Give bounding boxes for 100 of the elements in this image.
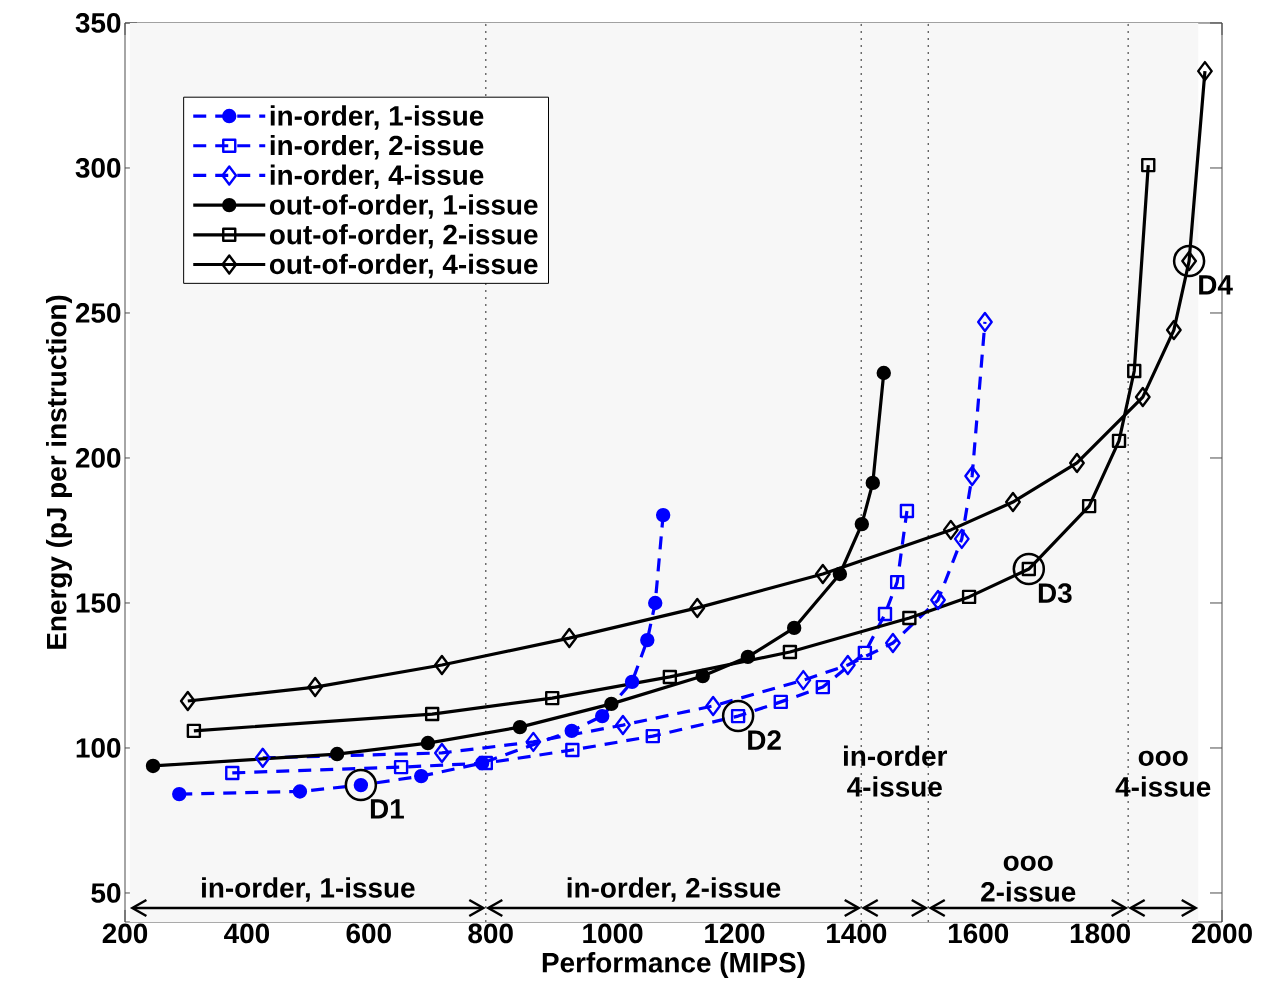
x-tick-label: 1200 — [705, 923, 765, 944]
x-tick-label: 400 — [224, 923, 270, 944]
point — [545, 690, 560, 706]
point — [740, 649, 756, 665]
point — [564, 723, 579, 739]
band-label: ooo 4-issue — [1115, 750, 1211, 797]
point — [655, 507, 671, 523]
y-tick-label: 350 — [75, 13, 121, 33]
y-tick-label: 300 — [75, 158, 121, 178]
point — [329, 746, 345, 762]
point — [662, 669, 678, 685]
point — [889, 574, 905, 590]
point — [964, 465, 981, 487]
annotation: D1 — [370, 799, 404, 819]
point — [942, 519, 959, 541]
point — [839, 654, 856, 676]
point — [561, 627, 578, 649]
point — [145, 758, 161, 774]
legend-label: in-order, 2-issue — [270, 134, 484, 160]
x-tick-label: 200 — [102, 923, 148, 944]
y-axis-title: Energy (pJ per instruction) — [45, 295, 73, 649]
band-label: in-order, 1-issue — [202, 877, 415, 902]
point — [815, 679, 831, 695]
point — [614, 714, 631, 736]
point — [689, 597, 706, 619]
point — [565, 742, 580, 758]
point — [186, 723, 202, 739]
point — [433, 742, 450, 764]
x-tick-label: 2000 — [1191, 923, 1252, 944]
point — [876, 365, 891, 381]
point — [1165, 319, 1182, 341]
point — [930, 589, 946, 611]
point — [292, 784, 308, 799]
band-label: in-order 4-issue — [844, 745, 948, 797]
point — [1005, 491, 1021, 513]
point — [414, 768, 429, 784]
x-tick-label: 800 — [468, 923, 513, 944]
x-tick-label: 1000 — [583, 923, 643, 944]
point — [953, 528, 970, 550]
x-tick-label: 1800 — [1070, 923, 1130, 944]
point — [525, 731, 542, 753]
point — [604, 696, 619, 712]
point — [795, 669, 812, 691]
legend-label: in-order, 1-issue — [270, 105, 484, 130]
band-label: in-order, 2-issue — [567, 877, 781, 902]
point — [393, 759, 409, 775]
y-tick-label: 250 — [75, 303, 121, 323]
annotation: D2 — [748, 730, 781, 750]
point — [1127, 363, 1142, 379]
point — [814, 563, 831, 585]
point — [832, 566, 848, 582]
legend-label: out-of-order, 2-issue — [269, 223, 538, 249]
legend-label: out-of-order, 4-issue — [269, 253, 538, 279]
point — [595, 708, 610, 724]
annotation: D4 — [1199, 275, 1233, 295]
point — [512, 719, 528, 735]
point — [865, 475, 880, 491]
point — [172, 786, 187, 802]
point — [854, 516, 870, 532]
y-tick-label: 200 — [75, 448, 121, 468]
x-tick-label: 1600 — [948, 923, 1009, 944]
legend-label: in-order, 4-issue — [270, 164, 484, 190]
point — [307, 676, 324, 698]
point — [420, 735, 436, 751]
legend-label: out-of-order, 1-issue — [269, 194, 538, 219]
point — [976, 311, 993, 333]
y-tick-label: 50 — [91, 883, 121, 903]
point — [782, 644, 798, 660]
point — [640, 632, 655, 648]
point — [424, 706, 440, 722]
point — [433, 654, 450, 676]
point — [1141, 157, 1156, 173]
point — [645, 728, 660, 744]
point — [225, 765, 240, 781]
point — [648, 595, 663, 611]
band-label: ooo 2-issue — [981, 855, 1076, 902]
y-tick-label: 150 — [76, 593, 121, 613]
annotation: D3 — [1038, 583, 1072, 604]
x-axis-title: Performance (MIPS) — [542, 952, 805, 979]
point — [1081, 498, 1097, 514]
point — [884, 632, 901, 654]
point — [624, 674, 640, 690]
point — [478, 755, 493, 771]
y-tick-label: 100 — [76, 738, 121, 758]
x-tick-label: 1400 — [827, 923, 887, 944]
point — [1196, 60, 1213, 82]
point — [961, 589, 977, 605]
point — [902, 610, 917, 626]
point — [179, 690, 196, 712]
point — [773, 694, 788, 710]
point — [695, 668, 710, 684]
point — [1069, 452, 1085, 474]
x-tick-label: 600 — [346, 923, 391, 944]
point — [254, 747, 271, 769]
point — [786, 620, 802, 636]
point — [705, 695, 722, 717]
point — [1134, 386, 1151, 408]
point — [899, 503, 915, 519]
point — [857, 645, 873, 661]
point — [877, 606, 893, 622]
